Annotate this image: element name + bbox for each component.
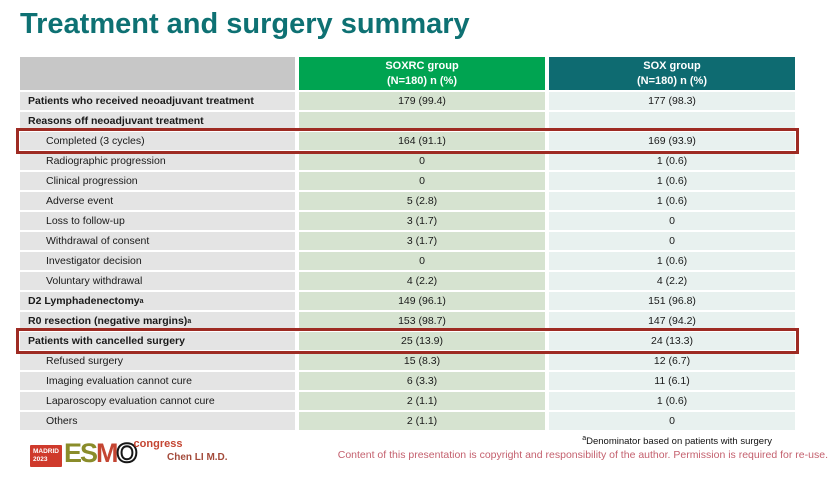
copyright-notice: Content of this presentation is copyrigh… bbox=[337, 449, 828, 461]
sox-value-cell: 12 (6.7) bbox=[549, 352, 795, 370]
row-label: Refused surgery bbox=[20, 352, 295, 370]
soxrc-value-cell: 4 (2.2) bbox=[299, 272, 545, 290]
soxrc-value-cell: 5 (2.8) bbox=[299, 192, 545, 210]
table-row: Patients who received neoadjuvant treatm… bbox=[20, 92, 795, 110]
soxrc-value-cell: 153 (98.7) bbox=[299, 312, 545, 330]
soxrc-value-cell: 6 (3.3) bbox=[299, 372, 545, 390]
soxrc-value-cell: 3 (1.7) bbox=[299, 212, 545, 230]
row-label: Laparoscopy evaluation cannot cure bbox=[20, 392, 295, 410]
sox-value-cell: 4 (2.2) bbox=[549, 272, 795, 290]
congress-label: congress bbox=[133, 438, 183, 450]
page-title: Treatment and surgery summary bbox=[20, 8, 470, 40]
soxrc-value-cell: 2 (1.1) bbox=[299, 392, 545, 410]
table-row: Refused surgery 15 (8.3) 12 (6.7) bbox=[20, 352, 795, 370]
row-label: Imaging evaluation cannot cure bbox=[20, 372, 295, 390]
soxrc-value-cell: 0 bbox=[299, 152, 545, 170]
esmo-congress-logo: MADRID 2023 ESMO congress bbox=[30, 437, 184, 468]
column-header-soxrc-sub: (N=180) n (%) bbox=[387, 74, 457, 87]
row-label: Voluntary withdrawal bbox=[20, 272, 295, 290]
sox-value-cell: 177 (98.3) bbox=[549, 92, 795, 110]
column-header-sox-sub: (N=180) n (%) bbox=[637, 74, 707, 87]
table-row: Others 2 (1.1) 0 bbox=[20, 412, 795, 430]
soxrc-value-cell: 25 (13.9) bbox=[299, 332, 545, 350]
sox-value-cell: 147 (94.2) bbox=[549, 312, 795, 330]
row-label: R0 resection (negative margins) a bbox=[20, 312, 295, 330]
sox-value-cell: 24 (13.3) bbox=[549, 332, 795, 350]
sox-value-cell: 1 (0.6) bbox=[549, 192, 795, 210]
esmo-wordmark: ESMO bbox=[64, 438, 139, 468]
soxrc-value-cell bbox=[299, 112, 545, 130]
row-label: D2 Lymphadenectomy a bbox=[20, 292, 295, 310]
header-corner-cell bbox=[20, 57, 295, 90]
treatment-summary-table: SOXRC group (N=180) n (%) SOX group (N=1… bbox=[16, 57, 799, 432]
row-label: Clinical progression bbox=[20, 172, 295, 190]
table-row: Clinical progression 0 1 (0.6) bbox=[20, 172, 795, 190]
soxrc-value-cell: 2 (1.1) bbox=[299, 412, 545, 430]
row-label: Investigator decision bbox=[20, 252, 295, 270]
soxrc-value-cell: 15 (8.3) bbox=[299, 352, 545, 370]
table-row: D2 Lymphadenectomy a 149 (96.1) 151 (96.8) bbox=[20, 292, 795, 310]
madrid-2023-badge: MADRID 2023 bbox=[30, 445, 62, 467]
soxrc-value-cell: 149 (96.1) bbox=[299, 292, 545, 310]
author-name: Chen LI M.D. bbox=[167, 452, 228, 463]
table-row: Adverse event 5 (2.8) 1 (0.6) bbox=[20, 192, 795, 210]
sox-value-cell: 1 (0.6) bbox=[549, 152, 795, 170]
column-header-sox-name: SOX group bbox=[643, 59, 701, 72]
row-label: Reasons off neoadjuvant treatment bbox=[20, 112, 295, 130]
table-row: Loss to follow-up 3 (1.7) 0 bbox=[20, 212, 795, 230]
footnote-marker: a bbox=[582, 435, 587, 442]
table-row: R0 resection (negative margins) a 153 (98.… bbox=[20, 312, 795, 330]
column-header-soxrc: SOXRC group (N=180) n (%) bbox=[299, 57, 545, 90]
table-row: Completed (3 cycles) 164 (91.1) 169 (93.9) bbox=[16, 128, 799, 154]
row-label: Loss to follow-up bbox=[20, 212, 295, 230]
badge-city: MADRID bbox=[33, 448, 59, 455]
sox-value-cell: 0 bbox=[549, 212, 795, 230]
sox-value-cell: 11 (6.1) bbox=[549, 372, 795, 390]
soxrc-value-cell: 0 bbox=[299, 172, 545, 190]
badge-year: 2023 bbox=[33, 455, 48, 463]
sox-value-cell: 1 (0.6) bbox=[549, 172, 795, 190]
column-header-sox: SOX group (N=180) n (%) bbox=[549, 57, 795, 90]
soxrc-value-cell: 179 (99.4) bbox=[299, 92, 545, 110]
table-row: Reasons off neoadjuvant treatment bbox=[20, 112, 795, 130]
footnote-marker: a bbox=[139, 297, 144, 305]
sox-value-cell: 0 bbox=[549, 232, 795, 250]
row-label: Adverse event bbox=[20, 192, 295, 210]
column-header-soxrc-name: SOXRC group bbox=[385, 59, 459, 72]
sox-value-cell: 169 (93.9) bbox=[549, 132, 795, 150]
table-body: Patients who received neoadjuvant treatm… bbox=[16, 92, 799, 430]
footnote-marker: a bbox=[187, 317, 192, 325]
footnote: aDenominator based on patients with surg… bbox=[582, 435, 772, 447]
table-row: Investigator decision 0 1 (0.6) bbox=[20, 252, 795, 270]
soxrc-value-cell: 164 (91.1) bbox=[299, 132, 545, 150]
table-header-row: SOXRC group (N=180) n (%) SOX group (N=1… bbox=[20, 57, 795, 90]
table-row: Patients with cancelled surgery 25 (13.9)… bbox=[16, 328, 799, 354]
row-label: Completed (3 cycles) bbox=[20, 132, 295, 150]
sox-value-cell: 1 (0.6) bbox=[549, 252, 795, 270]
table-row: Voluntary withdrawal 4 (2.2) 4 (2.2) bbox=[20, 272, 795, 290]
row-label: Patients who received neoadjuvant treatm… bbox=[20, 92, 295, 110]
table-row: Imaging evaluation cannot cure 6 (3.3) 11 … bbox=[20, 372, 795, 390]
soxrc-value-cell: 0 bbox=[299, 252, 545, 270]
row-label: Others bbox=[20, 412, 295, 430]
row-label: Radiographic progression bbox=[20, 152, 295, 170]
row-label: Patients with cancelled surgery bbox=[20, 332, 295, 350]
table-row: Laparoscopy evaluation cannot cure 2 (1.1… bbox=[20, 392, 795, 410]
footnote-text: Denominator based on patients with surge… bbox=[586, 436, 772, 448]
sox-value-cell: 0 bbox=[549, 412, 795, 430]
sox-value-cell: 151 (96.8) bbox=[549, 292, 795, 310]
sox-value-cell bbox=[549, 112, 795, 130]
table-row: Withdrawal of consent 3 (1.7) 0 bbox=[20, 232, 795, 250]
sox-value-cell: 1 (0.6) bbox=[549, 392, 795, 410]
table-row: Radiographic progression 0 1 (0.6) bbox=[20, 152, 795, 170]
row-label: Withdrawal of consent bbox=[20, 232, 295, 250]
soxrc-value-cell: 3 (1.7) bbox=[299, 232, 545, 250]
